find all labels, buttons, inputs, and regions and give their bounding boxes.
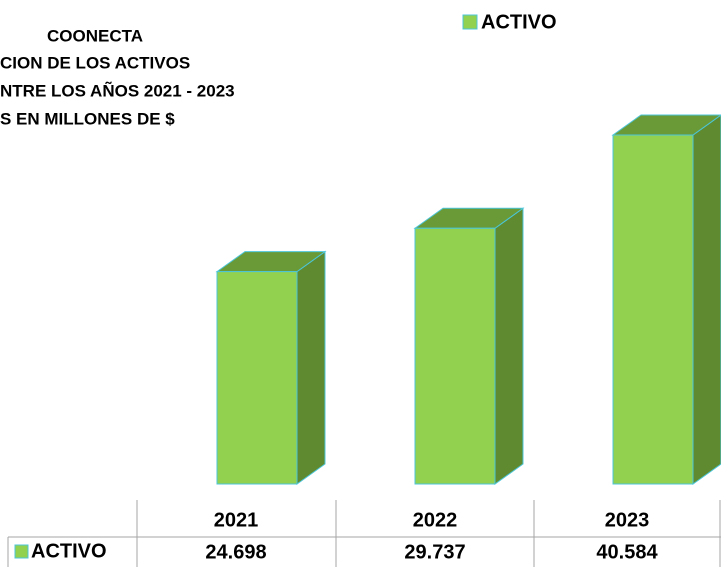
bar (611, 114, 721, 485)
chart-title: CION DE LOS ACTIVOS (0, 53, 190, 72)
table-header: 2021 (214, 509, 259, 531)
bar-face (414, 227, 496, 485)
legend-swatch (462, 14, 478, 30)
table-header: 2022 (413, 509, 458, 531)
table-value: 29.737 (404, 541, 465, 563)
bar-face (296, 250, 326, 485)
legend-label: ACTIVO (481, 11, 557, 33)
chart-title: NTRE LOS AÑOS 2021 - 2023 (0, 80, 235, 100)
bar (215, 250, 327, 485)
table-row-label: ACTIVO (31, 540, 107, 562)
bar-face (494, 207, 524, 485)
bar-face (612, 134, 694, 485)
bar-face (216, 271, 298, 485)
bar-face (692, 114, 721, 485)
chart-title: S EN MILLONES DE $ (0, 109, 175, 128)
bar (413, 207, 525, 485)
chart-title: COONECTA (47, 26, 143, 45)
table-header: 2023 (605, 509, 650, 531)
table-value: 24.698 (205, 541, 266, 563)
table-swatch (14, 544, 29, 559)
table-value: 40.584 (596, 541, 658, 563)
